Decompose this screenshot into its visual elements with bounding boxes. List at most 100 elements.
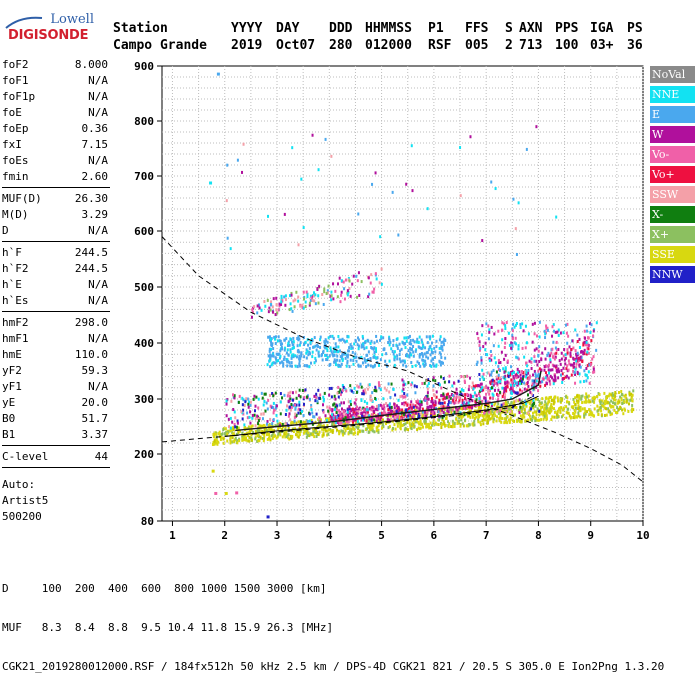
echo-point [268,359,271,363]
echo-point [489,417,492,421]
echo-point [605,399,608,403]
echo-point [367,408,370,412]
echo-point [487,416,490,420]
echo-point [519,405,522,409]
echo-point [336,391,339,395]
echo-point [289,350,292,354]
echo-point [287,414,290,418]
echo-point [504,374,507,378]
echo-point [344,352,347,356]
real-height-profile-line [224,395,539,437]
echo-point [298,400,301,404]
echo-point [373,430,376,434]
echo-point [440,386,443,390]
echo-point [404,413,407,417]
echo-point [516,383,519,387]
echo-point [579,357,582,361]
echo-point [451,384,454,388]
echo-point [276,435,279,439]
param-row: yE 20.0 [2,396,108,412]
echo-point [281,435,284,439]
echo-point [275,303,278,307]
echo-point [520,409,523,413]
echo-point [549,382,552,386]
echo-point [335,345,338,349]
echo-point [537,349,540,353]
echo-point [229,437,232,441]
echo-point [422,425,425,429]
echo-point [547,368,550,372]
echo-point [504,400,507,404]
echo-point [565,416,568,420]
echo-point [268,435,271,439]
echo-point [558,370,561,374]
echo-point [475,398,478,402]
echo-point [376,356,379,360]
param-value: N/A [88,154,108,167]
echo-point [334,405,337,409]
echo-point [433,411,436,415]
echo-point [304,388,307,392]
echo-point [457,420,460,424]
param-divider [2,445,110,446]
echo-point [343,431,346,435]
echo-point [414,391,417,395]
echo-point [425,414,428,418]
echo-point [293,305,296,309]
echo-point [267,214,270,218]
echo-point [479,413,482,417]
echo-point [317,351,320,355]
echo-point [350,409,353,413]
echo-point [484,353,487,357]
echo-point [430,414,433,418]
echo-point [257,429,260,433]
echo-point [362,408,365,412]
echo-point [250,433,253,437]
echo-point [341,353,344,357]
echo-point [410,406,413,410]
echo-point [319,338,322,342]
echo-point [589,400,592,404]
echo-point [526,388,529,392]
echo-point [487,403,490,407]
echo-point [388,343,391,347]
echo-point [523,415,526,419]
echo-point [287,342,290,346]
echo-point [350,389,353,393]
echo-point [298,337,301,341]
echo-point [482,372,485,376]
echo-point [238,429,241,433]
echo-point [344,278,347,282]
echo-point [473,417,476,421]
echo-point [566,396,569,400]
echo-point [313,291,316,295]
echo-point [524,411,527,415]
echo-point [440,360,443,364]
echo-point [241,438,244,442]
echo-point [531,379,534,383]
echo-point [429,337,432,341]
echo-point [401,389,404,393]
echo-point [274,356,277,360]
echo-point [557,328,560,332]
echo-point [374,407,377,411]
echo-point [354,420,357,424]
echo-point [585,324,588,328]
echo-point [444,339,447,343]
echo-point [520,418,523,422]
echo-point [469,415,472,419]
echo-point [573,400,576,404]
echo-point [456,421,459,425]
echo-point [389,409,392,413]
echo-point [510,410,513,414]
legend-item-nnw: NNW [650,266,695,283]
echo-point [245,397,248,401]
echo-point [311,133,314,137]
echo-point [375,277,378,281]
echo-point [339,364,342,368]
echo-point [418,414,421,418]
echo-point [432,409,435,413]
echo-point [582,352,585,356]
plot-frame [161,65,644,522]
echo-point [525,404,528,408]
